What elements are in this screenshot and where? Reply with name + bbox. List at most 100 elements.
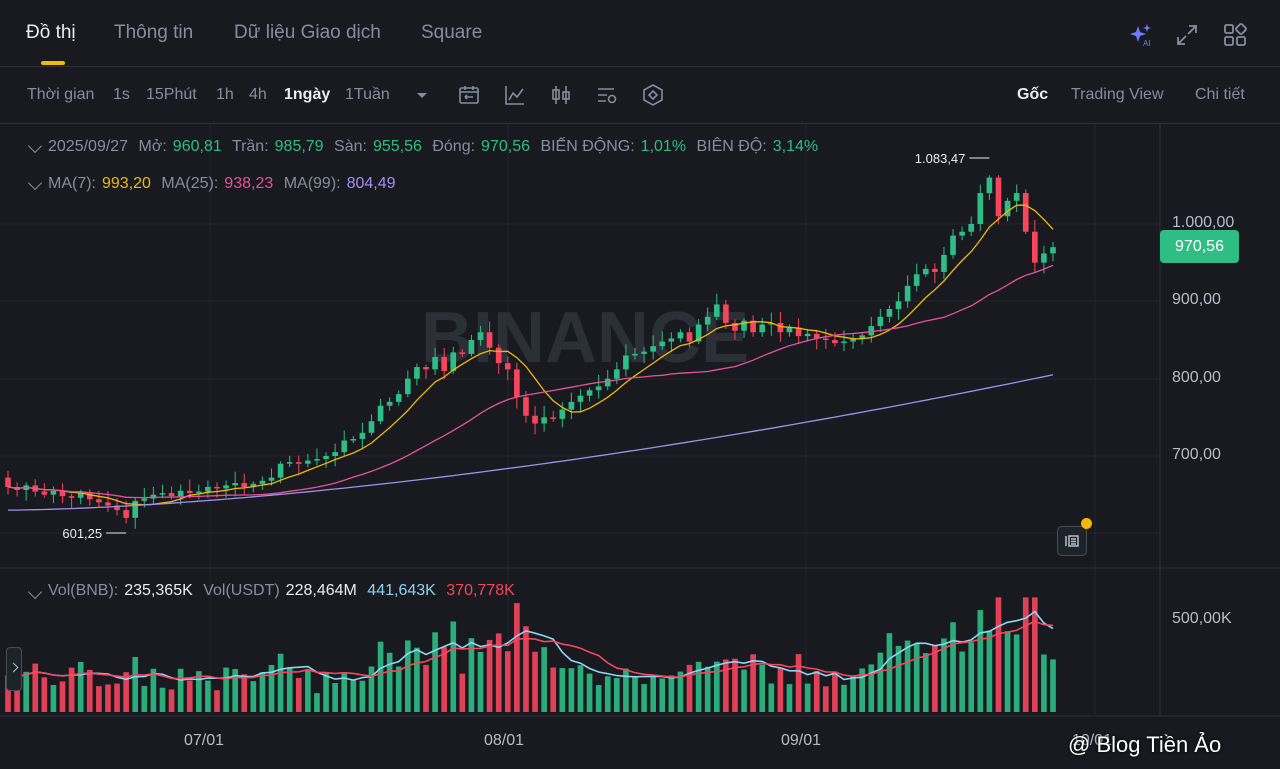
chart-settings-icon[interactable] bbox=[595, 83, 619, 107]
interval-dropdown-icon[interactable] bbox=[412, 87, 432, 103]
volume-bar bbox=[786, 684, 793, 712]
volume-bar bbox=[995, 597, 1002, 712]
candle-body bbox=[841, 341, 847, 344]
volume-bar bbox=[777, 667, 784, 712]
candle-body bbox=[486, 332, 493, 348]
candle-body bbox=[250, 483, 257, 487]
volume-bar bbox=[259, 672, 266, 712]
candle-body bbox=[950, 235, 956, 255]
volume-bar bbox=[632, 676, 638, 712]
volume-bar bbox=[922, 653, 929, 712]
volume-bar bbox=[1022, 597, 1029, 712]
volume-bar bbox=[386, 652, 393, 712]
blog-credit: @ Blog Tiền Ảo bbox=[1068, 732, 1222, 757]
view-original[interactable]: Gốc bbox=[1017, 86, 1049, 103]
candle-body bbox=[232, 483, 238, 486]
interval-1s[interactable]: 1s bbox=[113, 86, 130, 103]
candle-body bbox=[177, 490, 184, 497]
candle-body bbox=[813, 333, 820, 339]
view-depth[interactable]: Chi tiết bbox=[1195, 86, 1245, 103]
vol-usdt-label: Vol(USDT) bbox=[203, 582, 280, 599]
tab-chart[interactable]: Đồ thị bbox=[26, 22, 76, 43]
interval-1h[interactable]: 1h bbox=[216, 86, 234, 103]
volume-bar bbox=[504, 651, 511, 712]
volume-bar bbox=[432, 632, 438, 712]
candle-body bbox=[196, 491, 202, 494]
expand-icon[interactable] bbox=[1174, 22, 1200, 48]
interval-1w[interactable]: 1Tuần bbox=[345, 86, 390, 103]
volume-bar bbox=[223, 667, 229, 712]
layout-grid-icon[interactable] bbox=[1222, 22, 1248, 48]
volume-bar bbox=[541, 647, 547, 712]
volume-bar bbox=[159, 687, 166, 712]
candle-body bbox=[877, 316, 884, 327]
candle-body bbox=[441, 357, 447, 371]
volume-bar bbox=[759, 664, 766, 712]
view-trading-view[interactable]: Trading View bbox=[1071, 86, 1164, 103]
top-tabs: Đồ thị Thông tin Dữ liệu Giao dịch Squar… bbox=[0, 0, 1280, 67]
candle-body bbox=[641, 351, 647, 354]
candle-body bbox=[868, 326, 875, 336]
candle-body bbox=[286, 462, 293, 464]
interval-1d[interactable]: 1ngày bbox=[284, 86, 331, 103]
candle-body bbox=[668, 338, 675, 342]
ma99-value: 804,49 bbox=[346, 175, 396, 192]
expand-panel-button[interactable] bbox=[6, 647, 22, 691]
volume-bar bbox=[123, 672, 129, 712]
depth-hexagon-icon[interactable] bbox=[641, 83, 665, 107]
volume-bar bbox=[577, 665, 584, 712]
candle-type-icon[interactable] bbox=[549, 83, 573, 107]
candle-body bbox=[332, 452, 338, 456]
interval-15m[interactable]: 15Phút bbox=[146, 86, 197, 103]
candle-body bbox=[459, 352, 466, 354]
calendar-range-icon[interactable] bbox=[457, 83, 481, 107]
candle-body bbox=[559, 409, 566, 419]
volume-bar bbox=[523, 626, 529, 712]
volume-bar bbox=[986, 630, 993, 712]
volume-tick-500k: 500,00K bbox=[1172, 610, 1232, 627]
volume-bar bbox=[941, 638, 947, 712]
volume-bar bbox=[904, 640, 911, 712]
volume-bar bbox=[50, 684, 57, 712]
indicator-chart-icon[interactable] bbox=[503, 83, 527, 107]
candle-body bbox=[50, 490, 57, 495]
candle-body bbox=[1050, 247, 1056, 254]
candle-body bbox=[623, 355, 629, 370]
candle-body bbox=[732, 322, 738, 331]
volume-bar bbox=[377, 641, 384, 712]
volume-bar bbox=[486, 639, 493, 712]
indicator-toggle-button[interactable] bbox=[1057, 526, 1087, 556]
volume-bar bbox=[59, 681, 66, 712]
tab-info[interactable]: Thông tin bbox=[114, 22, 194, 43]
volume-bar bbox=[395, 666, 402, 712]
volume-bar bbox=[859, 668, 865, 712]
price-tick-900: 900,00 bbox=[1172, 291, 1221, 308]
volume-bar bbox=[713, 661, 720, 712]
ma7-value: 993,20 bbox=[102, 175, 151, 192]
candlestick-chart[interactable]: BINANCE 1.083,47 601,25 bbox=[0, 124, 1280, 724]
candle-body bbox=[468, 339, 475, 354]
chart-area[interactable]: BINANCE 1.083,47 601,25 2025/09/27 Mở: 960… bbox=[0, 124, 1280, 749]
tab-trading-data[interactable]: Dữ liệu Giao dịch bbox=[234, 22, 381, 43]
candle-body bbox=[159, 493, 166, 495]
volume-bar bbox=[895, 645, 902, 712]
candle-body bbox=[186, 490, 193, 494]
watermark: BINANCE bbox=[421, 298, 749, 378]
candle-body bbox=[823, 338, 829, 340]
volume-ma-b-line bbox=[7, 620, 1054, 680]
candle-body bbox=[577, 395, 584, 402]
notification-dot bbox=[1081, 518, 1092, 529]
tab-square[interactable]: Square bbox=[421, 22, 483, 43]
volume-bar bbox=[723, 659, 729, 712]
volume-bar bbox=[23, 671, 29, 712]
volume-bar bbox=[804, 683, 811, 712]
interval-4h[interactable]: 4h bbox=[249, 86, 267, 103]
volume-bar bbox=[732, 658, 738, 712]
candle-body bbox=[741, 320, 747, 331]
ai-sparkle-icon[interactable]: AI bbox=[1128, 22, 1154, 48]
volume-bar bbox=[559, 668, 566, 712]
candle-body bbox=[432, 357, 438, 370]
candle-body bbox=[850, 338, 856, 342]
candle-body bbox=[886, 309, 893, 317]
